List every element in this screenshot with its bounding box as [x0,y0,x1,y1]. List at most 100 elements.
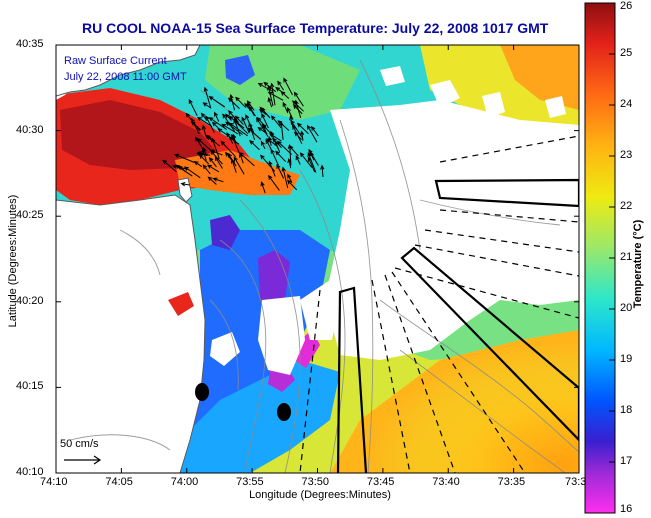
colorbar-tick-label: 17 [620,455,633,467]
shipping-lanes [336,178,579,473]
current-vector-arrow [241,116,250,134]
current-vector-arrow [183,166,201,179]
current-vector-arrow [234,115,244,125]
current-vector-arrow [268,160,276,177]
current-vector-arrow [174,153,195,163]
current-vector-arrow [275,150,287,163]
current-vector-arrow [275,86,285,95]
current-vector-arrow [293,91,304,107]
current-vector-arrow [233,156,245,175]
cloud-mask-5 [380,66,405,86]
current-vector-arrow [210,150,223,165]
current-vector-arrow [185,112,201,132]
current-vector-arrow [188,98,198,117]
x-tick-label: 74:00 [170,476,199,488]
current-vector-arrow [270,115,282,129]
buoy-west [195,383,209,401]
current-vector-arrow [233,117,241,137]
fairway-dashes [299,135,579,473]
land-west [56,45,205,473]
current-vector-arrow [260,107,271,119]
current-vector-arrow [204,134,221,147]
current-vector-arrow [248,105,255,117]
current-vector-arrow [217,128,236,141]
current-vector-arrow [287,106,294,120]
scale-label: 50 cm/s [60,438,99,450]
colorbar-tick-label: 23 [620,149,633,161]
current-vector-arrow [263,81,277,93]
current-vector-arrow [270,148,279,166]
current-vector-arrow [279,121,284,140]
cloud-mask-4 [430,80,460,108]
cloud-mask-7 [545,96,566,118]
current-vector-arrow [274,140,281,153]
current-vector-arrow [201,124,207,137]
current-vector-arrow [320,164,325,177]
cloud-mask-1 [210,332,240,366]
y-tick-label: 40:30 [16,123,44,136]
current-vector-arrow [308,148,319,166]
current-vector-arrow [261,113,269,129]
current-vector-arrow [257,82,274,92]
sst-purple-coast [210,215,240,250]
axis-ticks [55,44,580,474]
current-vector-arrow [281,166,289,189]
buoy-east [277,403,291,421]
current-vector-arrow [207,176,217,185]
current-vector-arrow [283,77,293,96]
current-vector-arrow [287,179,298,191]
colorbar-label: Temperature (°C) [632,219,644,309]
current-vectors [162,77,325,194]
colorbar-tick-label: 26 [620,0,633,12]
current-vector-arrow [268,174,280,191]
current-vector-arrow [202,102,211,109]
x-tick-label: 73:35 [497,476,526,488]
coastline [56,45,206,473]
current-vector-arrow [267,97,273,108]
current-vector-arrow [230,158,237,173]
cloud-mask-2 [258,296,305,375]
annotation-line-1: Raw Surface Current [64,55,167,67]
cloud-mask-6 [482,92,505,118]
colorbar-tick-label: 24 [620,98,633,110]
x-tick-label: 73:50 [301,476,330,488]
current-vector-arrow [249,140,260,151]
current-vector-arrow [228,110,239,123]
colorbar-tick-label: 25 [620,47,633,59]
current-vector-arrow [296,122,309,135]
current-vector-arrow [260,181,266,194]
current-vector-arrow [232,133,237,144]
colorbar-tick-label: 20 [620,302,633,314]
current-vector-arrow [209,149,223,156]
colorbar-tick-label: 18 [620,404,633,416]
current-vector-arrow [292,124,303,145]
current-vector-arrow [307,152,317,173]
colorbar-tick-label: 21 [620,251,633,263]
current-vector-arrow [196,116,213,127]
current-vector-arrow [299,130,305,141]
y-tick-label: 40:35 [16,38,44,50]
current-vector-arrow [180,182,190,187]
current-vector-arrow [306,124,318,143]
current-vector-arrow [295,155,301,165]
current-vector-arrow [282,101,289,114]
map-title-text: RU COOL NOAA-15 Sea Surface Temperature:… [82,20,549,36]
current-vector-arrow [196,151,211,156]
current-vector-arrow [226,131,234,144]
current-vector-arrow [247,127,262,140]
y-tick-label: 40:15 [16,380,44,393]
current-vector-arrow [287,157,292,169]
sst-blue-north [225,55,255,85]
current-vector-arrow [162,159,177,173]
x-axis-label: Longitude (Degrees:Minutes) [249,489,391,501]
colorbar [584,2,616,514]
x-tick-label: 73:55 [236,476,264,488]
current-vector-arrow [175,164,193,177]
y-tick-label: 40:20 [16,294,44,307]
current-vector-arrow [202,164,211,175]
current-vector-arrow [265,138,272,150]
current-vector-arrow [244,102,252,112]
current-vector-arrow [277,80,285,91]
map-plot [56,45,579,473]
current-vector-arrow [291,100,304,112]
